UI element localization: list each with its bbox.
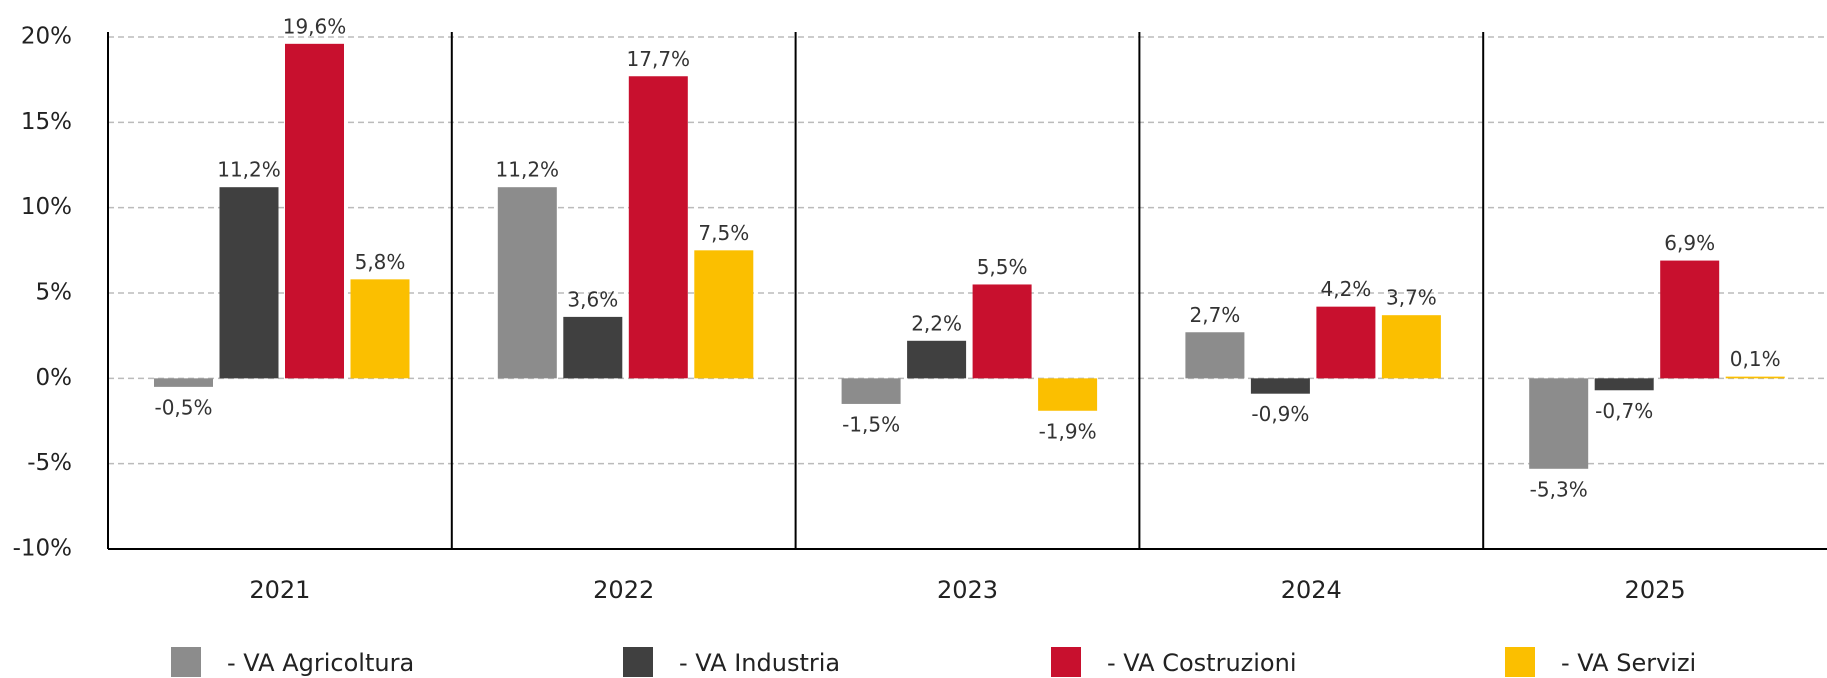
legend-swatch [1051, 647, 1081, 677]
bar [285, 43, 344, 379]
value-label: 2,7% [1189, 303, 1240, 327]
y-tick-label: -5% [27, 450, 72, 476]
value-label: 11,2% [217, 158, 281, 182]
y-tick-label: -10% [13, 536, 72, 562]
value-label: 5,5% [977, 255, 1028, 279]
x-tick-label: 2024 [1281, 576, 1342, 604]
bar [841, 378, 901, 404]
x-tick-label: 2023 [937, 576, 998, 604]
bar [907, 340, 967, 379]
value-label: -5,3% [1530, 477, 1588, 501]
bar [1529, 378, 1589, 469]
bar [972, 284, 1032, 379]
value-label: 4,2% [1320, 277, 1371, 301]
value-label: -1,9% [1039, 419, 1097, 443]
bar [1250, 378, 1310, 394]
bar [350, 279, 410, 379]
legend-label: - VA Costruzioni [1107, 649, 1296, 677]
bar [154, 378, 213, 387]
x-tick-label: 2021 [249, 576, 310, 604]
y-tick-label: 15% [21, 109, 72, 135]
legend-swatch [1505, 647, 1535, 677]
bar [1316, 306, 1376, 379]
value-label: -1,5% [842, 412, 900, 436]
x-tick-label: 2022 [593, 576, 654, 604]
bar [1725, 376, 1785, 379]
y-tick-label: 0% [36, 365, 73, 391]
legend-label: - VA Industria [679, 649, 840, 677]
bar [1660, 260, 1720, 379]
value-label: -0,7% [1595, 399, 1653, 423]
value-label: 0,1% [1730, 347, 1781, 371]
value-label: 11,2% [496, 158, 560, 182]
bar [219, 187, 279, 379]
bar [694, 250, 754, 379]
value-label: 3,7% [1386, 286, 1437, 310]
legend-label: - VA Servizi [1561, 649, 1696, 677]
bar [497, 187, 557, 379]
y-tick-label: 10% [21, 194, 72, 220]
value-label: 7,5% [698, 221, 749, 245]
bar [563, 316, 623, 379]
x-tick-label: 2025 [1625, 576, 1686, 604]
bar [1381, 315, 1441, 379]
value-label: -0,9% [1251, 402, 1309, 426]
value-label: 2,2% [911, 311, 962, 335]
legend-swatch [623, 647, 653, 677]
legend-label: - VA Agricoltura [227, 649, 414, 677]
value-label: 5,8% [355, 250, 406, 274]
y-tick-label: 20% [21, 24, 72, 50]
value-label: 6,9% [1664, 231, 1715, 255]
bar [1038, 378, 1098, 411]
value-label: 3,6% [567, 287, 618, 311]
bar [628, 76, 688, 379]
y-tick-label: 5% [36, 280, 73, 306]
bar [1594, 378, 1654, 391]
bar [1185, 332, 1245, 379]
value-label: -0,5% [154, 395, 212, 419]
legend-swatch [171, 647, 201, 677]
value-label: 17,7% [627, 47, 691, 71]
value-label: 19,6% [283, 14, 347, 38]
